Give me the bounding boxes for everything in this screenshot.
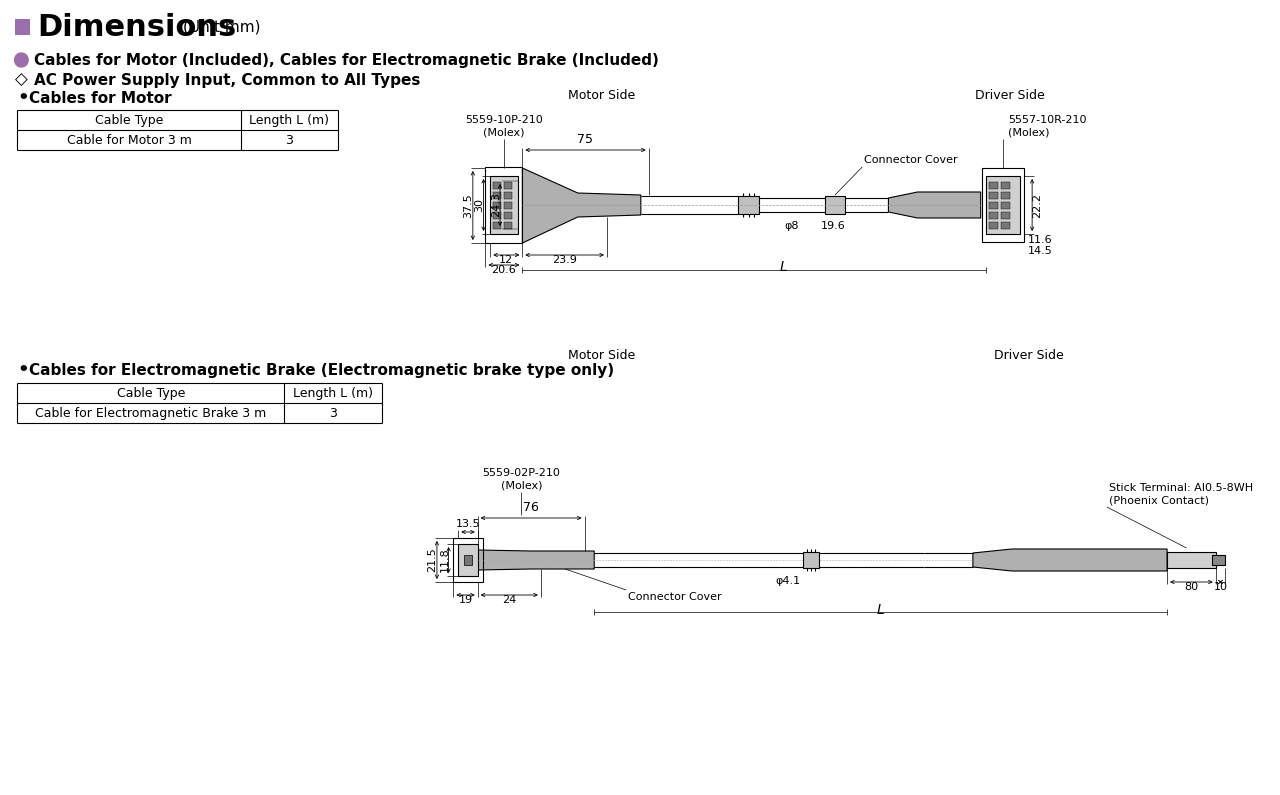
Text: Cable for Motor 3 m: Cable for Motor 3 m bbox=[67, 134, 192, 146]
Text: 20.6: 20.6 bbox=[492, 265, 516, 275]
Text: 24: 24 bbox=[502, 595, 516, 605]
Bar bbox=[493, 202, 500, 209]
Text: L: L bbox=[877, 603, 884, 617]
Polygon shape bbox=[888, 192, 980, 218]
Text: Length L (m): Length L (m) bbox=[250, 114, 329, 126]
Bar bbox=[739, 196, 759, 214]
Text: 22.2: 22.2 bbox=[1032, 192, 1042, 218]
Text: 5559-02P-210
(Molex): 5559-02P-210 (Molex) bbox=[483, 468, 561, 490]
Text: 3: 3 bbox=[329, 406, 337, 420]
Text: 24.3: 24.3 bbox=[492, 192, 502, 218]
Bar bbox=[1001, 222, 1010, 229]
Text: L: L bbox=[780, 260, 787, 274]
Text: φ4.1: φ4.1 bbox=[776, 576, 801, 586]
Bar bbox=[989, 222, 998, 229]
Text: ◇: ◇ bbox=[15, 71, 28, 89]
Bar bbox=[493, 212, 500, 219]
Bar bbox=[504, 222, 512, 229]
Circle shape bbox=[14, 53, 28, 67]
Text: Driver Side: Driver Side bbox=[995, 348, 1064, 362]
Bar bbox=[1001, 202, 1010, 209]
Text: Cables for Motor (Included), Cables for Electromagnetic Brake (Included): Cables for Motor (Included), Cables for … bbox=[35, 52, 659, 68]
Text: 19.6: 19.6 bbox=[820, 221, 846, 231]
Bar bbox=[493, 222, 500, 229]
Text: •: • bbox=[18, 361, 29, 379]
Bar bbox=[982, 168, 1024, 242]
Polygon shape bbox=[522, 168, 641, 243]
Bar bbox=[1167, 552, 1216, 568]
Text: Cables for Motor: Cables for Motor bbox=[29, 91, 172, 106]
Bar bbox=[989, 192, 998, 199]
Bar bbox=[14, 19, 31, 35]
Text: Cable for Electromagnetic Brake 3 m: Cable for Electromagnetic Brake 3 m bbox=[36, 406, 266, 420]
Text: Cable Type: Cable Type bbox=[95, 114, 164, 126]
Text: 75: 75 bbox=[577, 133, 594, 146]
Bar bbox=[458, 544, 477, 576]
Text: Length L (m): Length L (m) bbox=[293, 386, 372, 400]
Bar bbox=[504, 192, 512, 199]
Bar bbox=[989, 202, 998, 209]
Bar bbox=[989, 182, 998, 189]
Text: 80: 80 bbox=[1184, 582, 1198, 592]
Text: 5557-10R-210
(Molex): 5557-10R-210 (Molex) bbox=[1007, 115, 1087, 137]
Bar bbox=[803, 552, 818, 568]
Text: 76: 76 bbox=[524, 501, 539, 514]
Text: 13.5: 13.5 bbox=[456, 519, 480, 529]
Text: 30: 30 bbox=[475, 198, 485, 212]
Bar bbox=[485, 167, 522, 243]
Text: 12: 12 bbox=[499, 255, 513, 265]
Bar bbox=[504, 182, 512, 189]
Text: AC Power Supply Input, Common to All Types: AC Power Supply Input, Common to All Typ… bbox=[35, 72, 420, 87]
Text: φ8: φ8 bbox=[785, 221, 799, 231]
Text: Stick Terminal: AI0.5-8WH
(Phoenix Contact): Stick Terminal: AI0.5-8WH (Phoenix Conta… bbox=[1108, 483, 1253, 505]
Text: 3: 3 bbox=[285, 134, 293, 146]
Text: Connector Cover: Connector Cover bbox=[628, 592, 722, 602]
Bar bbox=[490, 176, 517, 234]
Bar bbox=[986, 176, 1020, 234]
Text: 19: 19 bbox=[458, 595, 472, 605]
Bar bbox=[826, 196, 845, 214]
Bar bbox=[1001, 192, 1010, 199]
Text: Connector Cover: Connector Cover bbox=[864, 155, 957, 165]
Bar bbox=[493, 182, 500, 189]
Bar bbox=[1001, 212, 1010, 219]
Polygon shape bbox=[477, 550, 594, 570]
Bar bbox=[453, 538, 483, 582]
Text: Motor Side: Motor Side bbox=[568, 88, 636, 102]
Bar bbox=[1212, 555, 1225, 565]
Bar bbox=[465, 555, 472, 565]
Text: 11.8: 11.8 bbox=[440, 548, 449, 572]
Bar bbox=[989, 212, 998, 219]
Text: 5559-10P-210
(Molex): 5559-10P-210 (Molex) bbox=[465, 115, 543, 137]
Bar bbox=[504, 202, 512, 209]
Text: Dimensions: Dimensions bbox=[37, 13, 236, 41]
Text: 21.5: 21.5 bbox=[428, 548, 436, 572]
Bar bbox=[493, 192, 500, 199]
Bar bbox=[504, 212, 512, 219]
Text: 37.5: 37.5 bbox=[463, 193, 474, 218]
Text: 23.9: 23.9 bbox=[552, 255, 577, 265]
Text: Cable Type: Cable Type bbox=[116, 386, 186, 400]
Text: 10: 10 bbox=[1213, 582, 1228, 592]
Text: (Unit mm): (Unit mm) bbox=[183, 20, 260, 34]
Text: Driver Side: Driver Side bbox=[975, 88, 1044, 102]
Text: Motor Side: Motor Side bbox=[568, 348, 636, 362]
Text: 11.6: 11.6 bbox=[1028, 235, 1053, 245]
Text: •: • bbox=[18, 89, 29, 107]
Polygon shape bbox=[973, 549, 1167, 571]
Text: Cables for Electromagnetic Brake (Electromagnetic brake type only): Cables for Electromagnetic Brake (Electr… bbox=[29, 363, 614, 378]
Bar bbox=[1001, 182, 1010, 189]
Text: 14.5: 14.5 bbox=[1028, 246, 1053, 256]
